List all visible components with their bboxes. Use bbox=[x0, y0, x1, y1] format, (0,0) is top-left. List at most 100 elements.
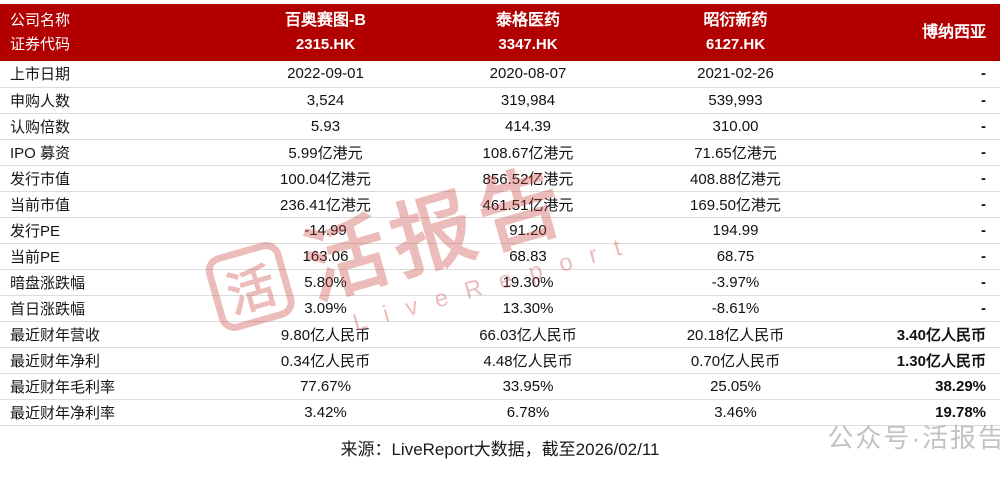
cell: - bbox=[838, 295, 1000, 322]
table-row: 申购人数 3,524 319,984 539,993 - bbox=[0, 87, 1000, 114]
row-label: 当前市值 bbox=[0, 191, 228, 218]
cell: 77.67% bbox=[228, 373, 423, 400]
company-name: 昭衍新药 bbox=[703, 11, 768, 29]
table-row: 发行PE -14.99 91.20 194.99 - bbox=[0, 217, 1000, 244]
cell: 68.75 bbox=[633, 243, 838, 270]
cell: 414.39 bbox=[423, 113, 633, 140]
cell: -14.99 bbox=[228, 217, 423, 244]
cell: 3,524 bbox=[228, 87, 423, 114]
cell: 319,984 bbox=[423, 87, 633, 114]
cell: - bbox=[838, 113, 1000, 140]
cell: -8.61% bbox=[633, 295, 838, 322]
cell: - bbox=[838, 87, 1000, 114]
source-note: 来源：LiveReport大数据，截至2026/02/11 bbox=[340, 439, 660, 459]
table-row: 最近财年毛利率 77.67% 33.95% 25.05% 38.29% bbox=[0, 373, 1000, 400]
cell: -3.97% bbox=[633, 269, 838, 296]
table-row: 当前PE 163.06 68.83 68.75 - bbox=[0, 243, 1000, 270]
cell: 408.88亿港元 bbox=[633, 165, 838, 192]
cell: 0.70亿人民币 bbox=[633, 347, 838, 374]
cell: 66.03亿人民币 bbox=[423, 321, 633, 348]
company-header-2: 泰格医药 3347.HK bbox=[423, 4, 633, 61]
row-label: 发行PE bbox=[0, 217, 228, 244]
cell: 856.52亿港元 bbox=[423, 165, 633, 192]
row-label: 申购人数 bbox=[0, 87, 228, 114]
table-row: 最近财年净利 0.34亿人民币 4.48亿人民币 0.70亿人民币 1.30亿人… bbox=[0, 347, 1000, 374]
table-body: 上市日期 2022-09-01 2020-08-07 2021-02-26 - … bbox=[0, 61, 1000, 426]
company-header-1: 百奥赛图-B 2315.HK bbox=[228, 4, 423, 61]
company-code: 6127.HK bbox=[705, 35, 766, 53]
table-row: 最近财年净利率 3.42% 6.78% 3.46% 19.78% bbox=[0, 399, 1000, 426]
table-row: 认购倍数 5.93 414.39 310.00 - bbox=[0, 113, 1000, 140]
cell: 194.99 bbox=[633, 217, 838, 244]
cell: 2022-09-01 bbox=[228, 61, 423, 88]
table-row: 暗盘涨跌幅 5.80% 19.30% -3.97% - bbox=[0, 269, 1000, 296]
cell: 163.06 bbox=[228, 243, 423, 270]
cell: 3.09% bbox=[228, 295, 423, 322]
table-row: IPO 募资 5.99亿港元 108.67亿港元 71.65亿港元 - bbox=[0, 139, 1000, 166]
company-name: 百奥赛图-B bbox=[285, 11, 366, 29]
row-label: 首日涨跌幅 bbox=[0, 295, 228, 322]
cell: 2021-02-26 bbox=[633, 61, 838, 88]
row-label: 当前PE bbox=[0, 243, 228, 270]
cell: 108.67亿港元 bbox=[423, 139, 633, 166]
cell: 38.29% bbox=[838, 373, 1000, 400]
cell: 461.51亿港元 bbox=[423, 191, 633, 218]
cell: 71.65亿港元 bbox=[633, 139, 838, 166]
company-code: 2315.HK bbox=[295, 35, 356, 53]
company-header-3: 昭衍新药 6127.HK bbox=[633, 4, 838, 61]
header-row: 公司名称 证券代码 百奥赛图-B 2315.HK 泰格医药 3347.HK 昭衍… bbox=[0, 4, 1000, 61]
cell: - bbox=[838, 217, 1000, 244]
cell: - bbox=[838, 139, 1000, 166]
cell: 4.48亿人民币 bbox=[423, 347, 633, 374]
row-label: 暗盘涨跌幅 bbox=[0, 269, 228, 296]
row-label: 最近财年净利 bbox=[0, 347, 228, 374]
cell: 19.30% bbox=[423, 269, 633, 296]
cell: 236.41亿港元 bbox=[228, 191, 423, 218]
cell: 25.05% bbox=[633, 373, 838, 400]
cell: 310.00 bbox=[633, 113, 838, 140]
row-label: 最近财年净利率 bbox=[0, 399, 228, 426]
header-label-line1: 公司名称 bbox=[10, 11, 71, 29]
cell: 9.80亿人民币 bbox=[228, 321, 423, 348]
cell: - bbox=[838, 243, 1000, 270]
cell: 19.78% bbox=[838, 399, 1000, 426]
row-label: IPO 募资 bbox=[0, 139, 228, 166]
cell: 5.93 bbox=[228, 113, 423, 140]
company-header-4: 博纳西亚 bbox=[838, 4, 1000, 61]
cell: 539,993 bbox=[633, 87, 838, 114]
ipo-comparison-table: 公司名称 证券代码 百奥赛图-B 2315.HK 泰格医药 3347.HK 昭衍… bbox=[0, 4, 1000, 426]
company-name: 泰格医药 bbox=[495, 11, 560, 29]
cell: 169.50亿港元 bbox=[633, 191, 838, 218]
header-label-line2: 证券代码 bbox=[10, 35, 71, 53]
company-name: 博纳西亚 bbox=[921, 23, 986, 41]
cell: 68.83 bbox=[423, 243, 633, 270]
cell: 5.80% bbox=[228, 269, 423, 296]
cell: 3.46% bbox=[633, 399, 838, 426]
cell: 1.30亿人民币 bbox=[838, 347, 1000, 374]
table-row: 最近财年营收 9.80亿人民币 66.03亿人民币 20.18亿人民币 3.40… bbox=[0, 321, 1000, 348]
table-row: 发行市值 100.04亿港元 856.52亿港元 408.88亿港元 - bbox=[0, 165, 1000, 192]
table-row: 首日涨跌幅 3.09% 13.30% -8.61% - bbox=[0, 295, 1000, 322]
header-label-cell: 公司名称 证券代码 bbox=[0, 4, 228, 61]
cell: - bbox=[838, 191, 1000, 218]
cell: 2020-08-07 bbox=[423, 61, 633, 88]
row-label: 发行市值 bbox=[0, 165, 228, 192]
cell: - bbox=[838, 61, 1000, 88]
cell: - bbox=[838, 269, 1000, 296]
row-label: 最近财年营收 bbox=[0, 321, 228, 348]
cell: 3.40亿人民币 bbox=[838, 321, 1000, 348]
row-label: 最近财年毛利率 bbox=[0, 373, 228, 400]
cell: 5.99亿港元 bbox=[228, 139, 423, 166]
cell: 91.20 bbox=[423, 217, 633, 244]
cell: 0.34亿人民币 bbox=[228, 347, 423, 374]
cell: 13.30% bbox=[423, 295, 633, 322]
company-code: 3347.HK bbox=[498, 35, 558, 53]
cell: 100.04亿港元 bbox=[228, 165, 423, 192]
table-row: 当前市值 236.41亿港元 461.51亿港元 169.50亿港元 - bbox=[0, 191, 1000, 218]
cell: 20.18亿人民币 bbox=[633, 321, 838, 348]
row-label: 上市日期 bbox=[0, 61, 228, 88]
row-label: 认购倍数 bbox=[0, 113, 228, 140]
cell: 3.42% bbox=[228, 399, 423, 426]
cell: 33.95% bbox=[423, 373, 633, 400]
table-header: 公司名称 证券代码 百奥赛图-B 2315.HK 泰格医药 3347.HK 昭衍… bbox=[0, 4, 1000, 61]
